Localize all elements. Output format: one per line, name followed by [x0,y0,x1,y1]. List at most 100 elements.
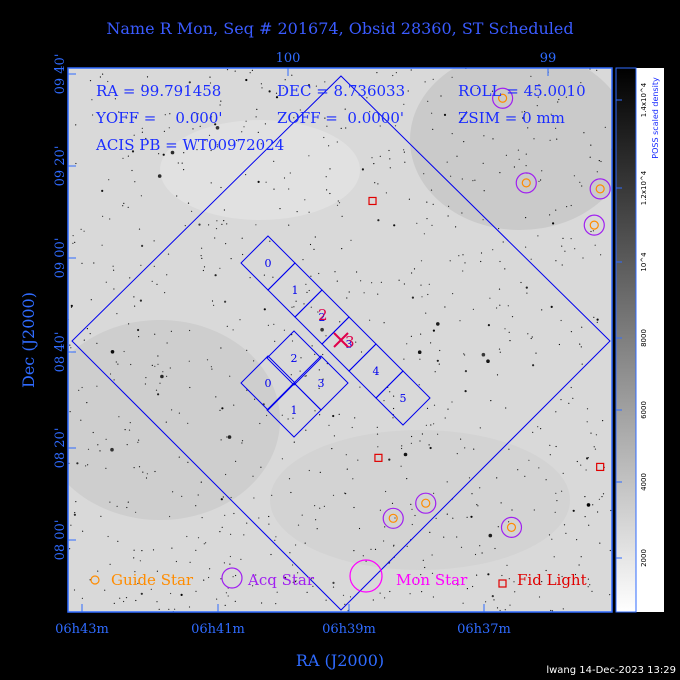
background-star [334,271,336,273]
background-star [394,125,397,127]
background-star [420,333,422,335]
ra-readout: RA = 99.791458 [96,82,221,100]
background-star [540,179,542,181]
background-star [393,407,395,410]
background-star [222,496,224,498]
background-star [499,609,501,612]
background-star [481,352,486,357]
background-star [224,514,226,517]
background-star [134,571,136,573]
background-star [82,530,84,532]
background-star [422,559,424,561]
background-star [135,511,137,513]
background-star [532,431,534,433]
background-star [249,277,251,279]
background-star [265,181,267,183]
background-star [295,580,297,582]
background-star [299,370,301,372]
background-star [304,542,306,544]
legend-guide-label: Guide Star [111,571,194,589]
background-star [245,78,248,82]
background-star [388,458,391,461]
background-star [549,139,551,141]
background-star [424,566,426,569]
background-star [200,255,202,257]
background-star [128,429,131,431]
background-star [187,202,190,204]
background-star [86,402,88,404]
background-star [426,218,428,220]
background-star [369,319,371,321]
background-star [210,149,212,152]
background-star [499,260,501,263]
background-star [86,328,88,330]
background-star [134,117,137,119]
acis-i-chip-1-label: 0 [265,377,272,390]
background-star [304,375,306,377]
background-star [451,76,453,78]
background-star [128,323,130,325]
background-star [134,305,136,307]
background-star [556,500,558,502]
background-star [117,540,119,542]
background-star [425,424,427,426]
background-star [295,544,297,546]
background-star [170,592,172,595]
background-star [429,531,431,534]
background-star [508,578,510,580]
background-star [292,581,294,583]
background-star [479,545,481,547]
background-star [113,379,115,381]
background-star [530,337,532,340]
background-star [410,442,412,444]
background-star [379,509,381,511]
background-star [140,264,142,266]
background-star [322,353,324,356]
background-star [174,608,176,610]
background-star [166,342,168,344]
background-star [112,265,114,267]
background-star [293,441,295,443]
background-star [221,407,224,410]
background-star [187,461,189,463]
background-star [344,492,346,494]
background-star [460,438,462,440]
legend-fid-label: Fid Light [517,571,587,589]
background-star [142,84,144,86]
background-star [384,597,386,599]
background-star [183,169,185,171]
background-star [524,111,526,113]
background-star [202,269,204,272]
background-star [379,125,381,127]
background-star [417,350,422,355]
background-star [586,421,588,423]
background-star [373,163,375,165]
background-star [226,436,228,438]
background-star [319,507,321,509]
background-star [189,329,191,332]
background-star [365,560,367,562]
background-star [229,563,231,565]
background-star [513,581,515,583]
background-star [242,253,244,256]
background-star [123,350,125,353]
background-star [508,448,510,450]
background-star [201,247,203,249]
background-star [270,553,272,556]
background-star [464,370,467,373]
background-star [283,177,286,179]
background-star [524,475,526,477]
background-star [176,195,178,197]
background-star [427,293,429,296]
background-star [260,143,262,145]
background-star [383,400,385,402]
background-star [332,581,335,585]
background-star [385,192,387,194]
background-star [388,149,390,152]
background-star [527,333,529,335]
background-star [582,257,584,259]
background-star [379,155,381,157]
background-star [158,608,160,611]
background-star [203,543,205,545]
background-star [403,358,405,360]
